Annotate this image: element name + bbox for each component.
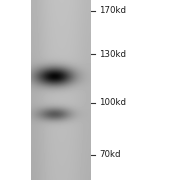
Text: 130kd: 130kd xyxy=(99,50,126,59)
Text: 70kd: 70kd xyxy=(99,150,120,159)
Text: 100kd: 100kd xyxy=(99,98,126,107)
Text: 170kd: 170kd xyxy=(99,6,126,15)
